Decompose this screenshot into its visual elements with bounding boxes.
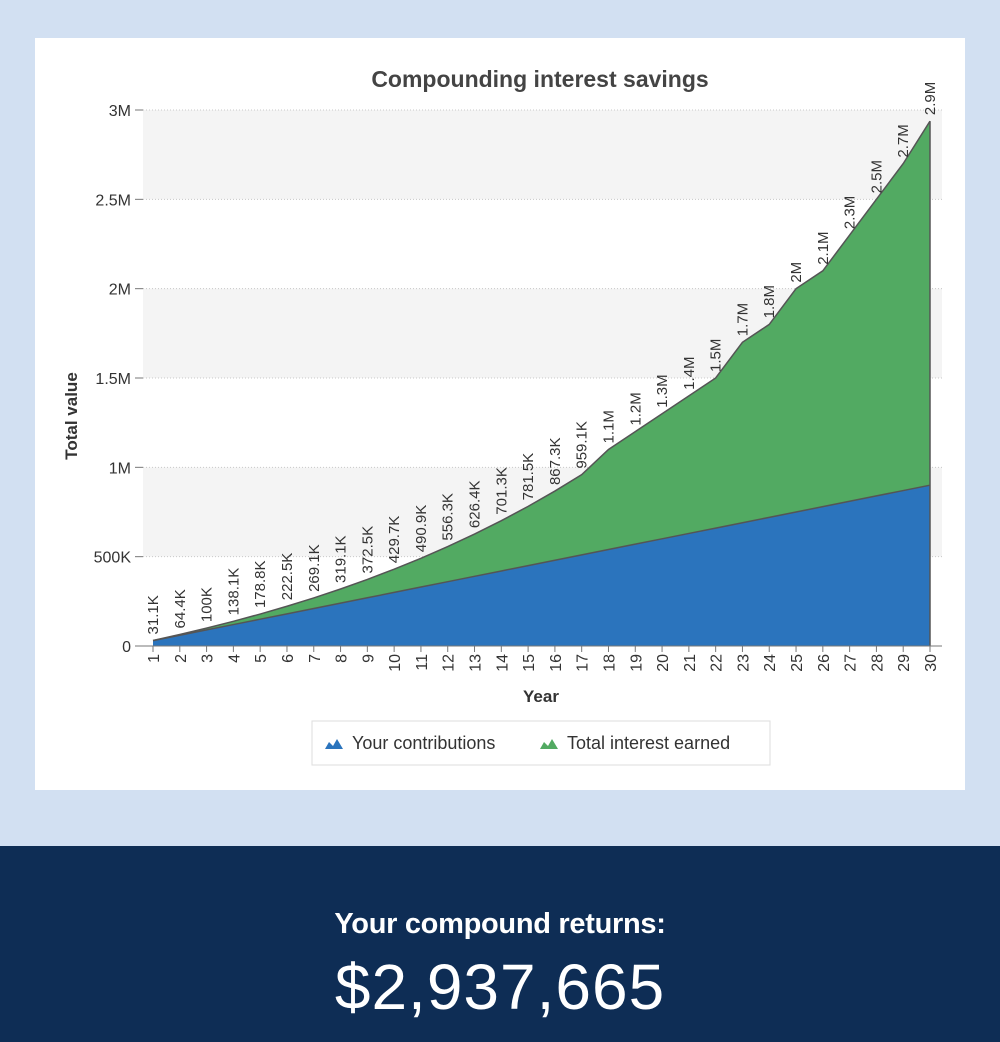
data-label: 2.9M	[922, 82, 939, 115]
line-contributions	[152, 484, 931, 642]
data-label: 626.4K	[467, 481, 484, 529]
x-tick-label: 14	[494, 654, 511, 672]
line-total	[152, 120, 931, 642]
x-tick-label: 12	[441, 654, 458, 672]
x-tick-label: 9	[360, 654, 377, 663]
data-label: 1.4M	[681, 357, 698, 390]
data-label: 781.5K	[520, 453, 537, 501]
x-tick-label: 19	[628, 654, 645, 672]
x-tick-label: 8	[334, 654, 351, 663]
data-label: 372.5K	[359, 526, 376, 574]
data-label: 222.5K	[279, 553, 296, 601]
data-label: 701.3K	[493, 467, 510, 515]
data-label: 64.4K	[172, 589, 189, 628]
x-tick-label: 21	[682, 654, 699, 672]
x-tick-label: 27	[843, 654, 860, 672]
data-label: 178.8K	[252, 561, 269, 609]
chart-card: 0 500K 1M 1.5M 2M 2.5M 3M 1 2 3 4 5 6 7 8 9 10 11 12 13 14 15…	[35, 38, 965, 790]
x-tick-label: 24	[762, 654, 779, 672]
x-tick-label: 25	[789, 654, 806, 672]
y-axis-title: Total value	[62, 372, 81, 460]
data-label: 2.5M	[868, 160, 885, 193]
y-tick-label: 2.5M	[95, 192, 131, 209]
data-label: 319.1K	[333, 535, 350, 583]
y-tick-label: 1M	[109, 460, 131, 477]
data-label: 867.3K	[547, 437, 564, 485]
data-label: 1.2M	[627, 392, 644, 425]
x-tick-label: 1	[146, 654, 163, 663]
legend-box	[311, 720, 771, 766]
y-tick-label: 0	[122, 639, 131, 656]
x-tick-label: 16	[548, 654, 565, 672]
data-labels: 31.1K 64.4K 100K 138.1K 178.8K 222.5K 269.1K 31…	[145, 82, 939, 635]
data-label: 138.1K	[225, 568, 242, 616]
x-tick-label: 11	[414, 654, 431, 671]
x-tick-label: 7	[307, 654, 324, 663]
y-tick-label: 1.5M	[95, 371, 131, 388]
data-label: 1.1M	[600, 410, 617, 443]
x-tick-label: 3	[200, 654, 217, 663]
x-tick-label: 26	[816, 654, 833, 672]
x-tick-label: 20	[655, 654, 672, 672]
data-label: 2.7M	[895, 124, 912, 157]
data-label: 2M	[788, 262, 805, 283]
data-label: 31.1K	[145, 595, 162, 634]
legend-label-contributions: Your contributions	[352, 733, 495, 753]
data-label: 1.8M	[761, 285, 778, 318]
x-tick-label: 30	[923, 654, 940, 672]
legend-label-interest: Total interest earned	[567, 733, 730, 753]
data-label: 556.3K	[440, 493, 457, 541]
data-label: 2.1M	[815, 231, 832, 264]
area-series-icon	[325, 739, 343, 749]
x-tick-label: 2	[173, 654, 190, 663]
x-tick-label: 22	[709, 654, 726, 672]
x-tick-label: 13	[468, 654, 485, 672]
legend-item-interest[interactable]: Total interest earned	[540, 733, 730, 753]
y-tick-label: 2M	[109, 282, 131, 299]
results-label: Your compound returns:	[334, 908, 666, 940]
area-series	[152, 120, 931, 646]
legend: Your contributions Total interest earned	[311, 720, 771, 766]
plot-band	[143, 110, 942, 200]
y-tick-label: 500K	[94, 550, 132, 567]
x-axis-title: Year	[523, 687, 559, 706]
x-tick-label: 6	[280, 654, 297, 663]
data-label: 2.3M	[842, 196, 859, 229]
legend-item-contributions[interactable]: Your contributions	[325, 733, 495, 753]
chart-title: Compounding interest savings	[371, 66, 708, 92]
x-tick-label: 29	[896, 654, 913, 672]
y-tick-label: 3M	[109, 103, 131, 120]
x-tick-label: 4	[226, 654, 243, 663]
x-tick-label: 23	[735, 654, 752, 672]
data-label: 1.3M	[654, 374, 671, 407]
x-tick-label: 17	[575, 654, 592, 672]
results-value: $2,937,665	[334, 951, 666, 1023]
x-tick-label: 15	[521, 654, 538, 672]
x-tick-label: 10	[387, 654, 404, 672]
x-tick-label: 18	[601, 654, 618, 672]
data-label: 1.7M	[734, 303, 751, 336]
data-label: 1.5M	[708, 339, 725, 372]
data-label: 100K	[199, 587, 216, 622]
x-tick-label: 28	[869, 654, 886, 672]
area-series-icon	[540, 739, 558, 749]
area-interest[interactable]	[153, 121, 930, 641]
x-tick-label: 5	[253, 654, 270, 663]
results-section: Your compound returns: $2,937,665	[0, 846, 1000, 1042]
data-label: 490.9K	[413, 505, 430, 553]
data-label: 959.1K	[574, 421, 591, 469]
data-label: 269.1K	[306, 544, 323, 592]
data-label: 429.7K	[386, 516, 403, 564]
area-contributions[interactable]	[153, 485, 930, 646]
